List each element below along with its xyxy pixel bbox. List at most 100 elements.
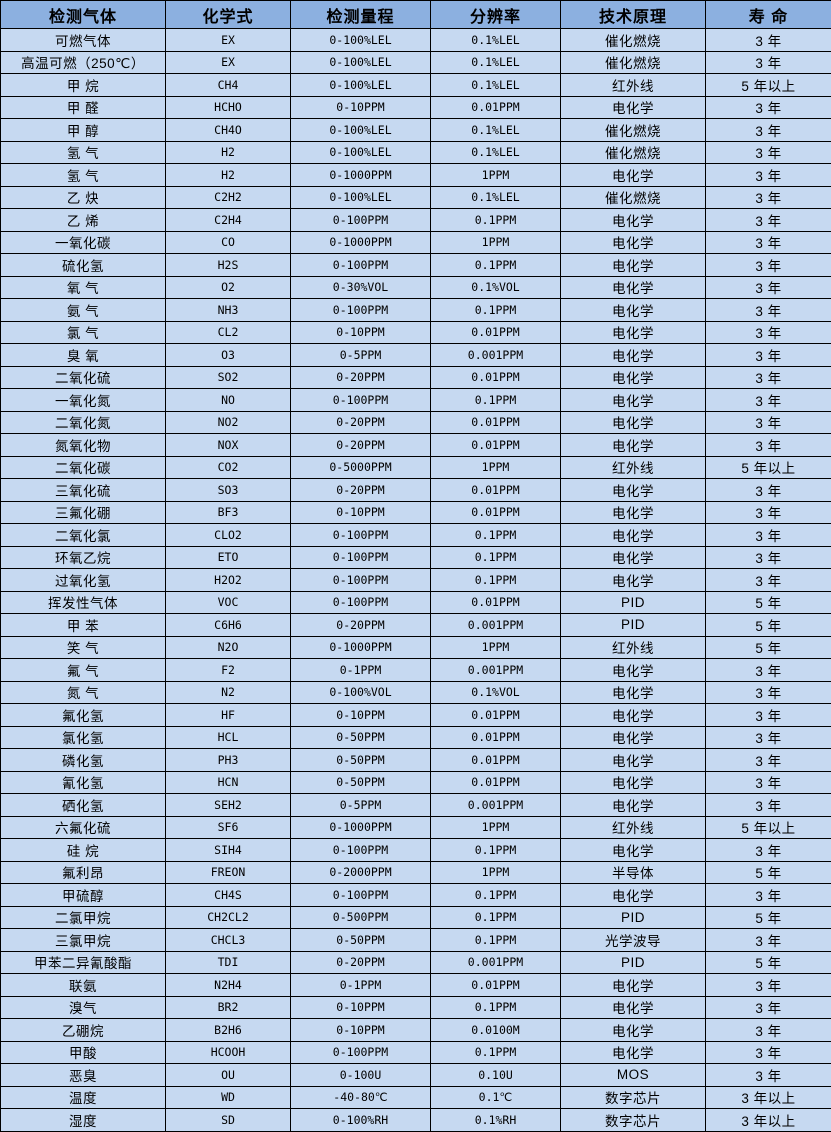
- cell-chemical-formula: SD: [166, 1109, 291, 1132]
- cell-detection-range: 0-100PPM: [291, 839, 431, 862]
- cell-detection-range: 0-1000PPM: [291, 816, 431, 839]
- cell-lifespan: 3 年: [706, 299, 831, 322]
- cell-gas-name: 氟利昂: [1, 861, 166, 884]
- cell-lifespan: 3 年以上: [706, 1109, 831, 1132]
- cell-technology: 催化燃烧: [561, 141, 706, 164]
- cell-technology: 半导体: [561, 861, 706, 884]
- cell-chemical-formula: CHCL3: [166, 929, 291, 952]
- cell-lifespan: 3 年: [706, 254, 831, 277]
- cell-lifespan: 3 年: [706, 119, 831, 142]
- cell-detection-range: 0-20PPM: [291, 479, 431, 502]
- cell-chemical-formula: BF3: [166, 501, 291, 524]
- cell-lifespan: 3 年: [706, 704, 831, 727]
- cell-chemical-formula: H2: [166, 141, 291, 164]
- cell-resolution: 0.1%LEL: [431, 141, 561, 164]
- cell-lifespan: 3 年: [706, 344, 831, 367]
- cell-chemical-formula: CH2CL2: [166, 906, 291, 929]
- cell-lifespan: 3 年: [706, 569, 831, 592]
- cell-chemical-formula: N2: [166, 681, 291, 704]
- cell-technology: 电化学: [561, 726, 706, 749]
- cell-gas-name: 三氟化硼: [1, 501, 166, 524]
- cell-technology: 红外线: [561, 74, 706, 97]
- cell-chemical-formula: HCN: [166, 771, 291, 794]
- cell-detection-range: 0-10PPM: [291, 321, 431, 344]
- cell-technology: 电化学: [561, 321, 706, 344]
- cell-resolution: 0.1%LEL: [431, 51, 561, 74]
- cell-chemical-formula: H2: [166, 164, 291, 187]
- cell-technology: 电化学: [561, 344, 706, 367]
- cell-chemical-formula: PH3: [166, 749, 291, 772]
- cell-lifespan: 3 年: [706, 974, 831, 997]
- cell-lifespan: 3 年: [706, 794, 831, 817]
- cell-gas-name: 环氧乙烷: [1, 546, 166, 569]
- cell-chemical-formula: CLO2: [166, 524, 291, 547]
- cell-gas-name: 氟化氢: [1, 704, 166, 727]
- cell-resolution: 0.01PPM: [431, 434, 561, 457]
- cell-gas-name: 臭 氧: [1, 344, 166, 367]
- cell-lifespan: 3 年: [706, 726, 831, 749]
- cell-resolution: 0.001PPM: [431, 951, 561, 974]
- cell-gas-name: 二氧化氯: [1, 524, 166, 547]
- cell-technology: 红外线: [561, 456, 706, 479]
- cell-gas-name: 甲硫醇: [1, 884, 166, 907]
- cell-resolution: 0.01PPM: [431, 591, 561, 614]
- cell-chemical-formula: C2H4: [166, 209, 291, 232]
- cell-gas-name: 溴气: [1, 996, 166, 1019]
- cell-gas-name: 一氧化氮: [1, 389, 166, 412]
- cell-technology: 电化学: [561, 749, 706, 772]
- cell-technology: 电化学: [561, 569, 706, 592]
- cell-chemical-formula: WD: [166, 1086, 291, 1109]
- cell-gas-name: 硅 烷: [1, 839, 166, 862]
- cell-lifespan: 3 年: [706, 411, 831, 434]
- column-header-detection-range: 检测量程: [291, 1, 431, 29]
- column-header-gas-name: 检测气体: [1, 1, 166, 29]
- cell-resolution: 0.1PPM: [431, 299, 561, 322]
- cell-resolution: 0.01PPM: [431, 704, 561, 727]
- cell-chemical-formula: O3: [166, 344, 291, 367]
- cell-gas-name: 乙硼烷: [1, 1019, 166, 1042]
- cell-chemical-formula: N2O: [166, 636, 291, 659]
- cell-chemical-formula: F2: [166, 659, 291, 682]
- cell-gas-name: 氯 气: [1, 321, 166, 344]
- cell-technology: PID: [561, 906, 706, 929]
- cell-detection-range: 0-100PPM: [291, 1041, 431, 1064]
- cell-gas-name: 氟 气: [1, 659, 166, 682]
- cell-detection-range: -40-80℃: [291, 1086, 431, 1109]
- cell-lifespan: 3 年: [706, 839, 831, 862]
- cell-chemical-formula: SEH2: [166, 794, 291, 817]
- cell-chemical-formula: HCL: [166, 726, 291, 749]
- cell-technology: 电化学: [561, 479, 706, 502]
- cell-detection-range: 0-5PPM: [291, 344, 431, 367]
- cell-chemical-formula: SIH4: [166, 839, 291, 862]
- cell-technology: 催化燃烧: [561, 119, 706, 142]
- cell-lifespan: 3 年: [706, 29, 831, 52]
- cell-chemical-formula: HCOOH: [166, 1041, 291, 1064]
- cell-detection-range: 0-20PPM: [291, 366, 431, 389]
- cell-technology: 电化学: [561, 434, 706, 457]
- cell-resolution: 0.1%LEL: [431, 119, 561, 142]
- cell-detection-range: 0-30%VOL: [291, 276, 431, 299]
